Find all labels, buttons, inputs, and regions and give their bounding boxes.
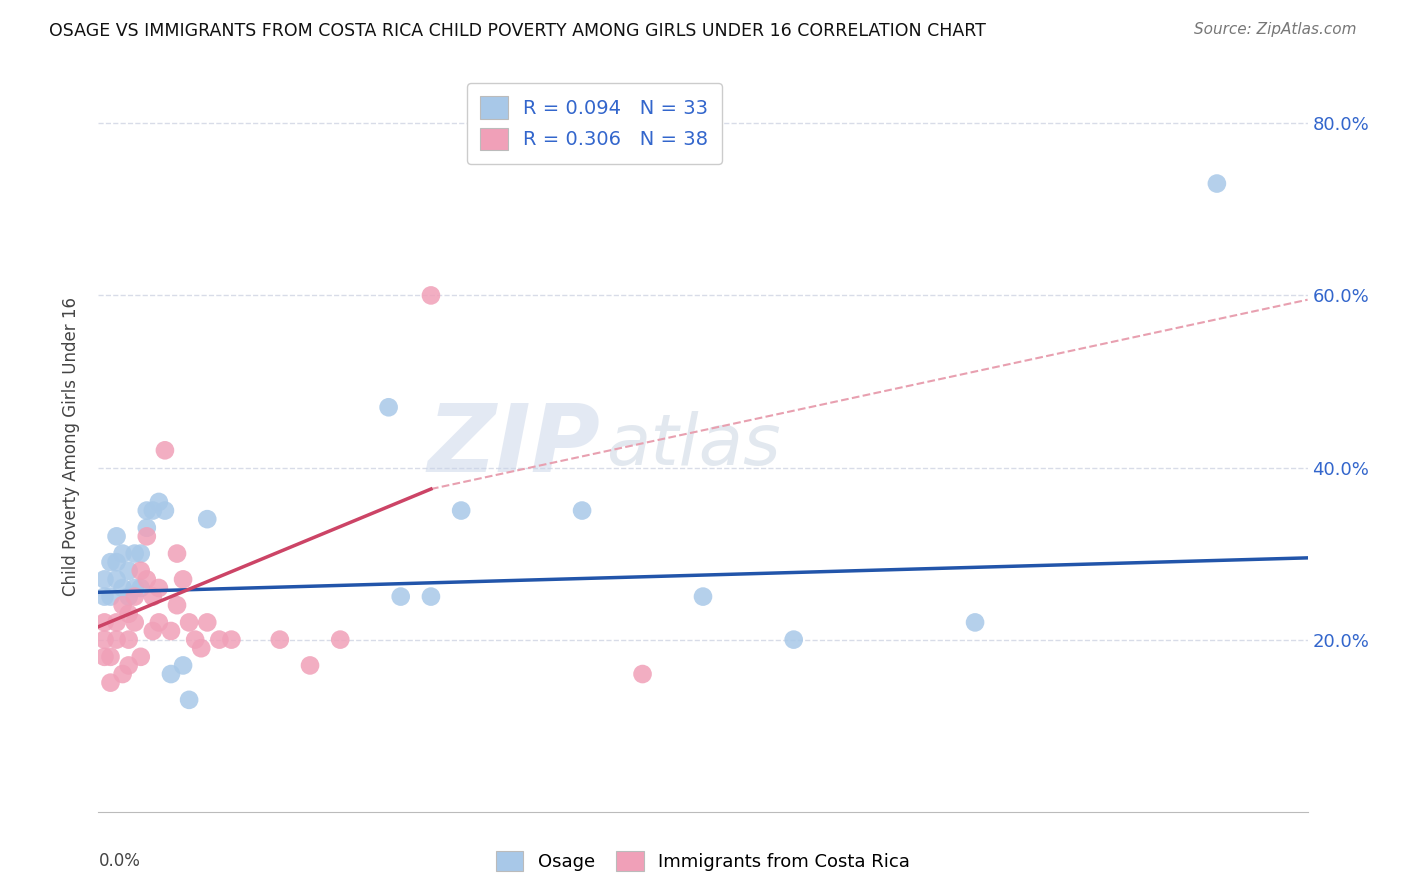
Point [166, 598, 188, 612]
Point [93, 632, 115, 647]
Point [100, 675, 122, 690]
Point [111, 581, 134, 595]
Point [172, 658, 194, 673]
Point [135, 503, 157, 517]
Point [179, 693, 201, 707]
Point [208, 632, 231, 647]
Point [124, 547, 146, 561]
Point [166, 547, 188, 561]
Point [100, 649, 122, 664]
Point [118, 607, 141, 621]
Legend: R = 0.094   N = 33, R = 0.306   N = 38: R = 0.094 N = 33, R = 0.306 N = 38 [467, 83, 721, 163]
Point [135, 521, 157, 535]
Point [124, 581, 146, 595]
Point [783, 632, 806, 647]
Point [195, 512, 218, 526]
Point [571, 503, 593, 517]
Point [329, 632, 352, 647]
Point [93, 590, 115, 604]
Point [160, 624, 183, 638]
Point [142, 503, 165, 517]
Point [269, 632, 291, 647]
Text: OSAGE VS IMMIGRANTS FROM COSTA RICA CHILD POVERTY AMONG GIRLS UNDER 16 CORRELATI: OSAGE VS IMMIGRANTS FROM COSTA RICA CHIL… [49, 22, 986, 40]
Point [631, 667, 654, 681]
Point [129, 547, 152, 561]
Point [100, 590, 122, 604]
Point [142, 624, 165, 638]
Point [221, 632, 243, 647]
Point [129, 581, 152, 595]
Point [148, 615, 170, 630]
Point [93, 615, 115, 630]
Point [135, 573, 157, 587]
Point [160, 667, 183, 681]
Point [111, 547, 134, 561]
Point [129, 564, 152, 578]
Text: ZIP: ZIP [427, 400, 600, 492]
Point [124, 590, 146, 604]
Point [105, 632, 128, 647]
Point [153, 503, 176, 517]
Point [105, 573, 128, 587]
Point [179, 615, 201, 630]
Text: Source: ZipAtlas.com: Source: ZipAtlas.com [1194, 22, 1357, 37]
Point [118, 632, 141, 647]
Point [93, 573, 115, 587]
Point [100, 555, 122, 569]
Point [142, 590, 165, 604]
Point [111, 598, 134, 612]
Point [148, 581, 170, 595]
Point [111, 667, 134, 681]
Point [389, 590, 412, 604]
Y-axis label: Child Poverty Among Girls Under 16: Child Poverty Among Girls Under 16 [62, 296, 80, 596]
Point [420, 288, 443, 302]
Point [118, 564, 141, 578]
Point [195, 615, 218, 630]
Point [118, 590, 141, 604]
Point [118, 658, 141, 673]
Point [135, 529, 157, 543]
Point [124, 615, 146, 630]
Text: atlas: atlas [606, 411, 780, 481]
Point [129, 649, 152, 664]
Point [299, 658, 322, 673]
Legend: Osage, Immigrants from Costa Rica: Osage, Immigrants from Costa Rica [489, 844, 917, 879]
Point [450, 503, 472, 517]
Point [105, 555, 128, 569]
Point [172, 573, 194, 587]
Point [93, 649, 115, 664]
Point [1206, 177, 1229, 191]
Point [420, 590, 443, 604]
Point [105, 615, 128, 630]
Point [105, 529, 128, 543]
Point [377, 401, 399, 415]
Text: 0.0%: 0.0% [98, 852, 141, 870]
Point [153, 443, 176, 458]
Point [692, 590, 714, 604]
Point [148, 495, 170, 509]
Point [190, 641, 212, 656]
Point [965, 615, 987, 630]
Point [184, 632, 207, 647]
